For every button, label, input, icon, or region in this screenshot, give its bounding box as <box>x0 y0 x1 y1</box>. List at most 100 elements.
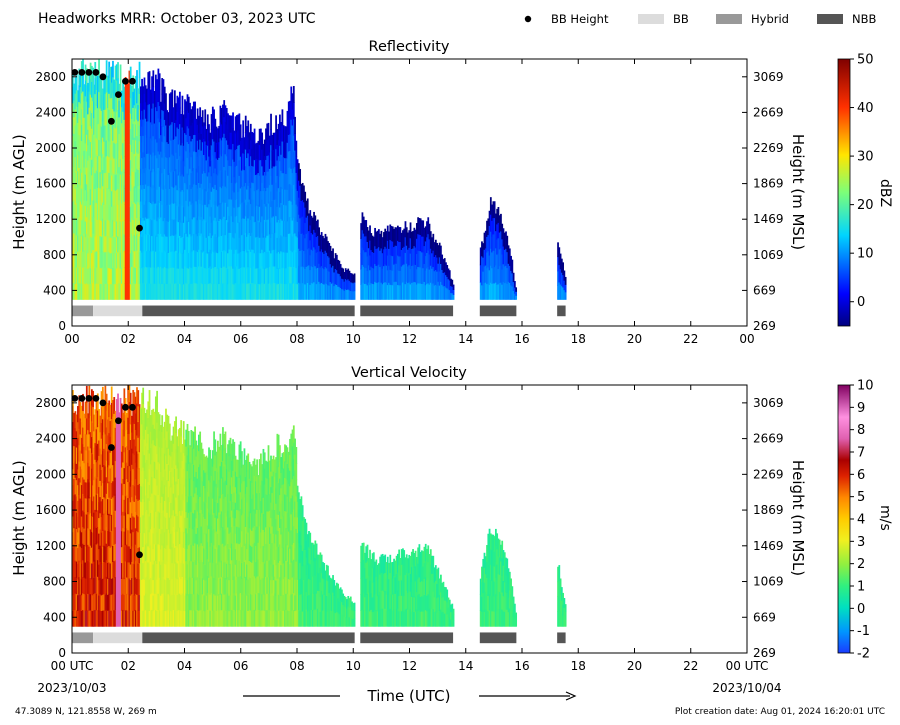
y-tick-label-right: 1069 <box>753 248 784 262</box>
reflectivity-cell <box>137 104 140 122</box>
reflectivity-cell <box>94 172 97 190</box>
velocity-cell <box>100 453 103 471</box>
velocity-cell <box>267 560 270 578</box>
reflectivity-cell <box>289 200 291 218</box>
velocity-cell <box>234 502 237 519</box>
reflectivity-cell <box>290 282 293 300</box>
velocity-cell <box>165 408 167 425</box>
velocity-cell <box>256 542 258 560</box>
velocity-cell <box>190 560 193 578</box>
velocity-cell <box>235 592 238 611</box>
reflectivity-cell <box>143 140 146 158</box>
velocity-cell <box>200 592 203 611</box>
velocity-cell <box>82 493 84 511</box>
reflectivity-cell <box>77 90 79 107</box>
reflectivity-cell <box>479 247 482 266</box>
reflectivity-cell <box>94 251 97 269</box>
reflectivity-cell <box>98 251 100 268</box>
velocity-cell <box>184 563 186 581</box>
reflectivity-cell <box>133 121 136 138</box>
reflectivity-cell <box>136 102 138 120</box>
reflectivity-cell <box>314 232 317 250</box>
velocity-cell <box>175 545 177 563</box>
reflectivity-cell <box>84 283 87 300</box>
reflectivity-cell <box>142 119 145 136</box>
reflectivity-cell <box>192 101 195 119</box>
reflectivity-cell <box>179 283 181 300</box>
reflectivity-cell <box>201 204 204 222</box>
reflectivity-cell <box>289 100 291 118</box>
velocity-cell <box>232 485 234 503</box>
reflectivity-cell <box>154 138 157 156</box>
velocity-cell <box>162 543 165 561</box>
velocity-cell <box>244 609 247 627</box>
velocity-cell <box>186 501 189 518</box>
reflectivity-cell <box>114 159 117 176</box>
velocity-cell <box>129 548 132 565</box>
reflectivity-cell <box>304 283 307 300</box>
velocity-cell <box>118 428 121 446</box>
reflectivity-cell <box>248 148 251 167</box>
velocity-cell <box>267 478 270 496</box>
reflectivity-cell <box>351 273 353 283</box>
reflectivity-cell <box>210 191 213 208</box>
velocity-cell <box>122 576 124 594</box>
velocity-cell <box>186 532 189 549</box>
reflectivity-cell <box>227 113 229 130</box>
reflectivity-cell <box>99 76 102 93</box>
reflectivity-cell <box>90 112 93 129</box>
velocity-cell <box>143 423 146 440</box>
velocity-cell <box>258 492 261 510</box>
velocity-cell <box>237 476 239 494</box>
reflectivity-cell <box>389 284 392 300</box>
reflectivity-cell <box>176 174 179 191</box>
reflectivity-cell <box>349 281 352 292</box>
velocity-cell <box>75 512 78 529</box>
velocity-cell <box>85 385 88 403</box>
reflectivity-cell <box>262 159 265 176</box>
reflectivity-cell <box>300 183 303 201</box>
velocity-cell <box>158 430 161 448</box>
velocity-cell <box>194 493 196 511</box>
velocity-cell <box>233 559 236 577</box>
reflectivity-cell <box>496 223 499 240</box>
reflectivity-cell <box>79 135 82 153</box>
velocity-cell <box>218 609 221 627</box>
velocity-cell <box>267 576 270 594</box>
velocity-cell <box>112 448 114 466</box>
velocity-cell <box>168 470 171 487</box>
reflectivity-cell <box>422 251 425 269</box>
reflectivity-cell <box>483 232 486 250</box>
reflectivity-cell <box>134 267 137 284</box>
reflectivity-cell <box>247 234 250 252</box>
reflectivity-cell <box>206 222 209 239</box>
reflectivity-cell <box>115 95 118 112</box>
velocity-cell <box>228 502 231 519</box>
velocity-cell <box>222 443 224 461</box>
velocity-cell <box>80 405 83 423</box>
velocity-cell <box>105 509 108 528</box>
velocity-cell <box>123 483 126 500</box>
reflectivity-cell <box>141 173 143 190</box>
reflectivity-cell <box>251 232 253 250</box>
reflectivity-cell <box>249 155 252 173</box>
velocity-cell <box>242 480 245 498</box>
velocity-cell <box>161 431 164 449</box>
reflectivity-cell <box>162 94 165 112</box>
reflectivity-cell <box>291 251 294 269</box>
reflectivity-cell <box>260 159 262 176</box>
reflectivity-cell <box>239 283 242 300</box>
reflectivity-cell <box>104 283 107 300</box>
velocity-cell <box>186 610 189 627</box>
reflectivity-cell <box>179 107 181 125</box>
reflectivity-cell <box>268 201 271 218</box>
velocity-cell <box>149 609 152 627</box>
reflectivity-cell <box>208 251 210 268</box>
reflectivity-cell <box>157 282 160 300</box>
velocity-cell <box>143 595 146 612</box>
velocity-cell <box>89 399 92 416</box>
velocity-cell <box>88 433 91 451</box>
reflectivity-cell <box>222 250 224 268</box>
reflectivity-cell <box>451 292 454 300</box>
reflectivity-cell <box>286 110 289 128</box>
